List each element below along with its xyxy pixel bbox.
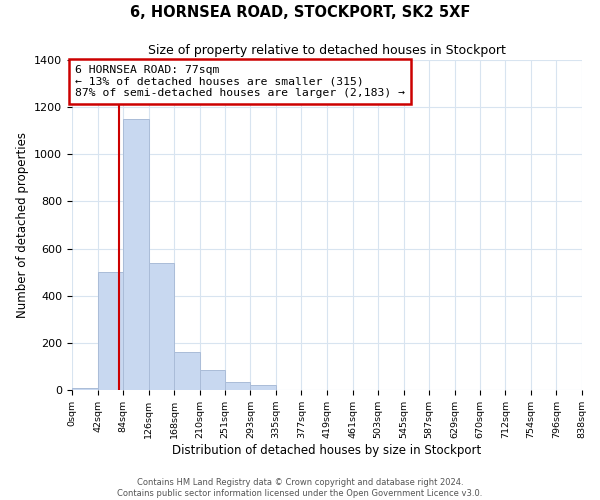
Title: Size of property relative to detached houses in Stockport: Size of property relative to detached ho… bbox=[148, 44, 506, 58]
Bar bbox=[123, 119, 149, 390]
Bar bbox=[200, 370, 225, 390]
Y-axis label: Number of detached properties: Number of detached properties bbox=[16, 132, 29, 318]
Bar bbox=[225, 382, 250, 390]
Bar bbox=[250, 386, 276, 390]
X-axis label: Distribution of detached houses by size in Stockport: Distribution of detached houses by size … bbox=[172, 444, 482, 457]
Bar bbox=[174, 352, 200, 390]
Bar bbox=[98, 272, 123, 390]
Bar bbox=[72, 388, 98, 390]
Text: Contains HM Land Registry data © Crown copyright and database right 2024.
Contai: Contains HM Land Registry data © Crown c… bbox=[118, 478, 482, 498]
Text: 6 HORNSEA ROAD: 77sqm
← 13% of detached houses are smaller (315)
87% of semi-det: 6 HORNSEA ROAD: 77sqm ← 13% of detached … bbox=[75, 64, 405, 98]
Bar bbox=[149, 262, 174, 390]
Text: 6, HORNSEA ROAD, STOCKPORT, SK2 5XF: 6, HORNSEA ROAD, STOCKPORT, SK2 5XF bbox=[130, 5, 470, 20]
